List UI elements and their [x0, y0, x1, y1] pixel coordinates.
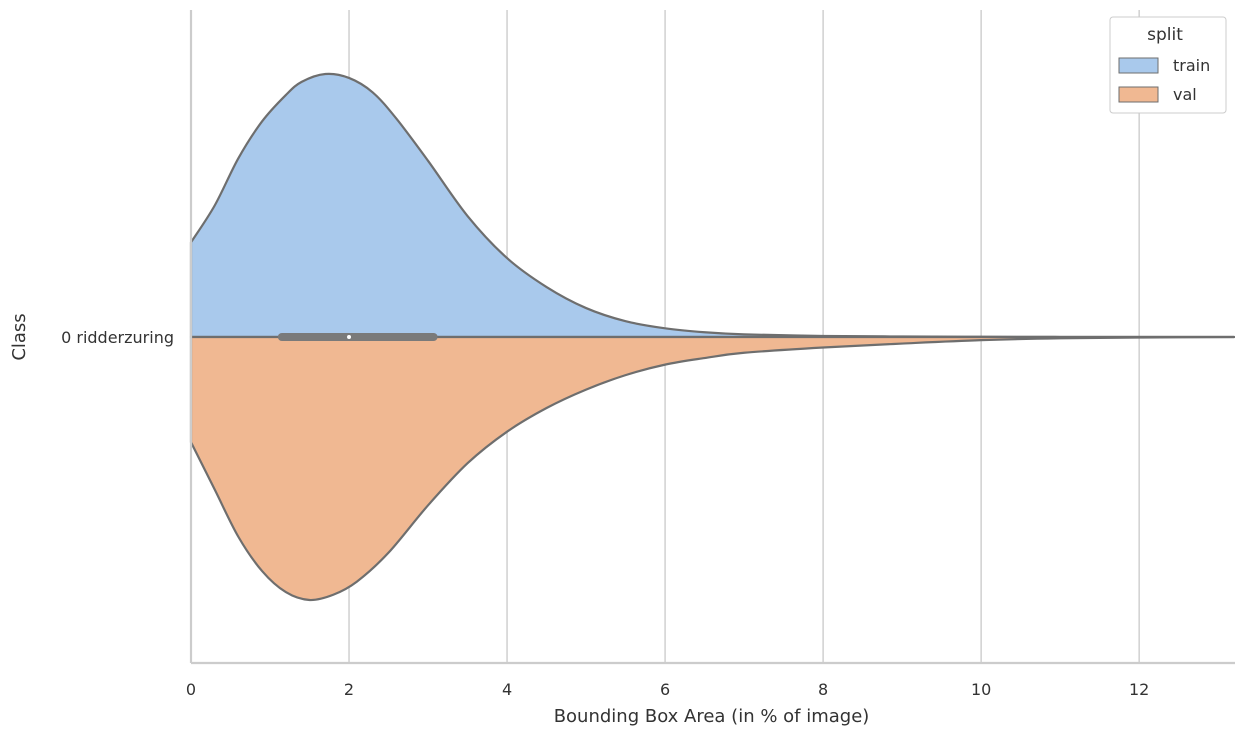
- y-tick-labels: 0 ridderzuring: [61, 328, 174, 347]
- inner-boxplot: [277, 333, 438, 341]
- violin-half-val: [189, 335, 1235, 602]
- x-tick-label: 2: [344, 680, 354, 699]
- x-tick-label: 12: [1129, 680, 1149, 699]
- legend: split train val: [1109, 16, 1227, 114]
- x-tick-label: 0: [186, 680, 196, 699]
- x-axis-title: Bounding Box Area (in % of image): [554, 706, 870, 727]
- x-tick-label: 10: [971, 680, 991, 699]
- x-tick-labels: 0 2 4 6 8 10 12: [186, 680, 1149, 699]
- legend-label-val: val: [1173, 85, 1197, 104]
- violin-bodies: [189, 72, 1235, 602]
- axes: [189, 10, 1235, 665]
- legend-swatch-val: [1118, 86, 1159, 103]
- legend-title: split: [1147, 25, 1183, 45]
- x-tick-label: 4: [502, 680, 512, 699]
- y-tick-label: 0 ridderzuring: [61, 328, 174, 347]
- x-tick-label: 8: [818, 680, 828, 699]
- x-tick-label: 6: [660, 680, 670, 699]
- violin-half-train: [189, 72, 1235, 339]
- legend-swatch-train: [1118, 57, 1159, 74]
- legend-items: train val: [1118, 56, 1210, 104]
- legend-label-train: train: [1173, 56, 1210, 75]
- y-axis-title: Class: [9, 313, 30, 360]
- median-marker: [347, 335, 352, 339]
